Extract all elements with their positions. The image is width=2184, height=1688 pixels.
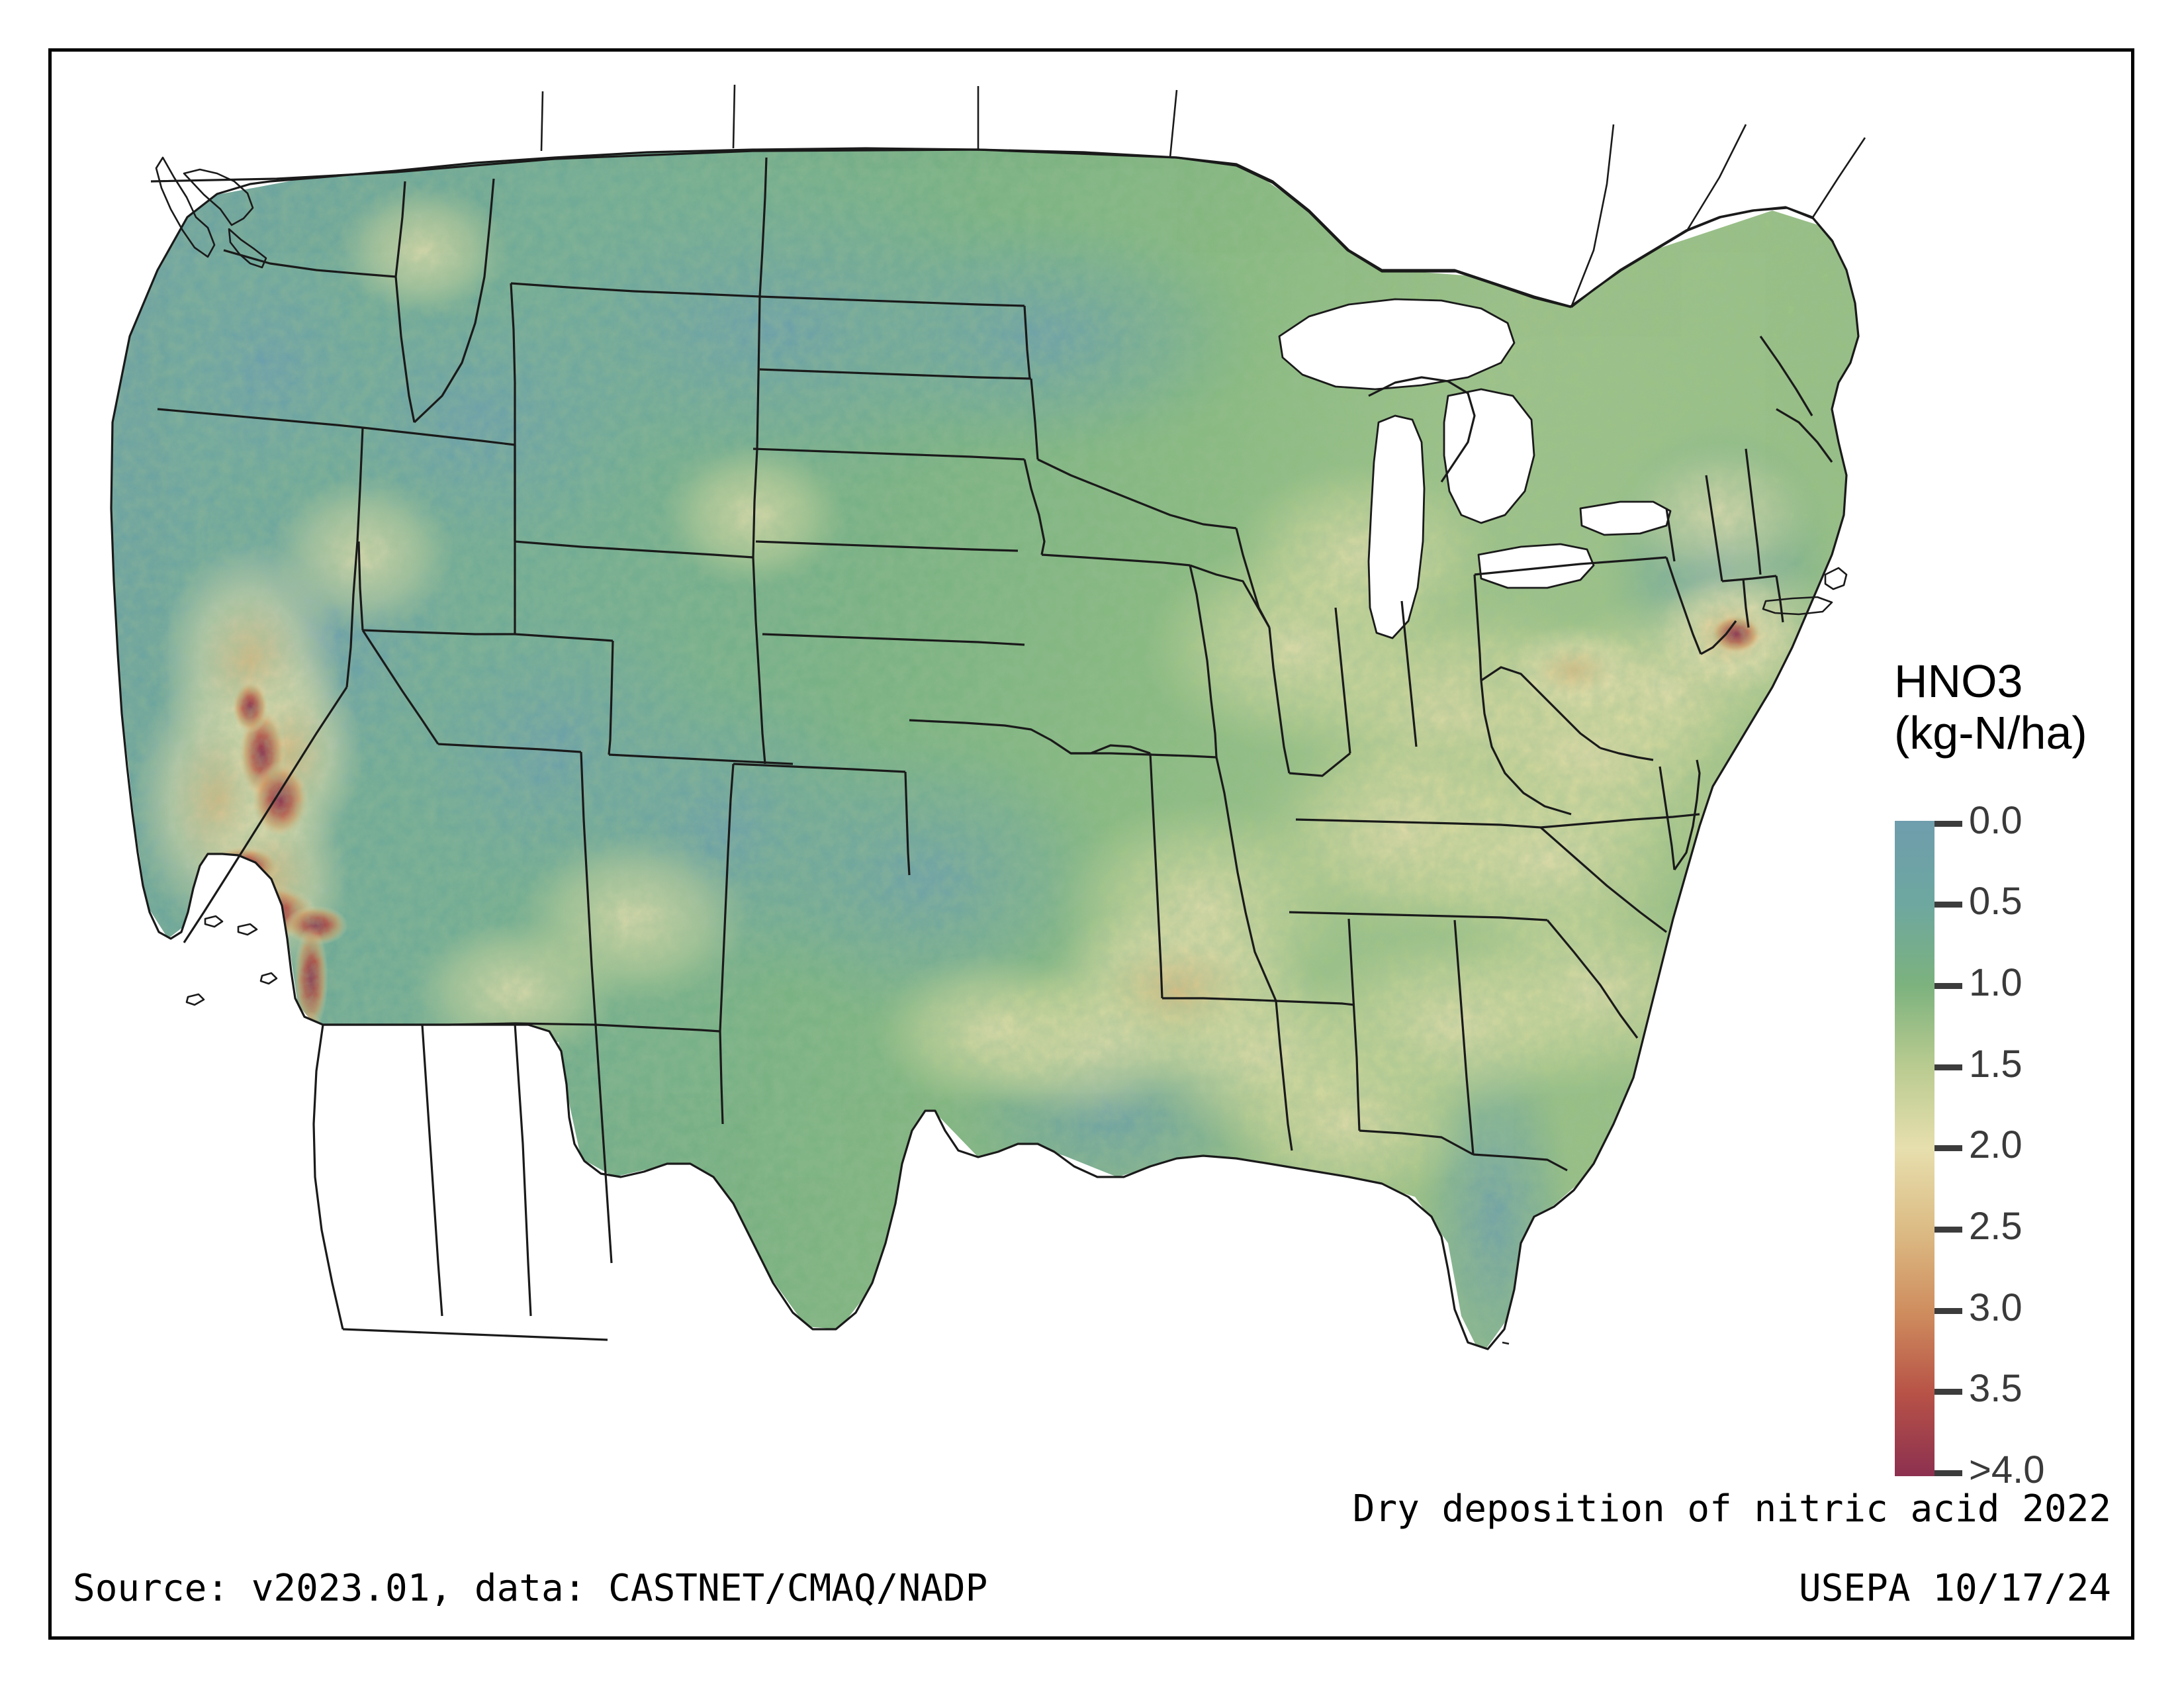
colorbar-tick-7	[1934, 1389, 1962, 1395]
colorbar[interactable]	[1895, 821, 1962, 1476]
credit-note: USEPA 10/17/24	[1798, 1567, 2111, 1610]
colorbar-tick-2	[1934, 983, 1962, 989]
legend-title-units: (kg-N/ha)	[1894, 707, 2087, 759]
legend-title: HNO3 (kg-N/ha)	[1894, 655, 2087, 759]
map-raster-layer	[111, 148, 1858, 1349]
deposition-map	[110, 84, 1866, 1350]
colorbar-label-1: 0.5	[1969, 880, 2023, 923]
colorbar-label-3: 1.5	[1969, 1043, 2023, 1086]
state-boundaries	[110, 84, 1866, 1350]
colorbar-gradient	[1895, 821, 1934, 1476]
source-note: Source: v2023.01, data: CASTNET/CMAQ/NAD…	[73, 1567, 988, 1610]
colorbar-label-5: 2.5	[1969, 1205, 2023, 1248]
colorbar-tick-6	[1934, 1308, 1962, 1314]
colorbar-label-8: >4.0	[1969, 1448, 2045, 1491]
legend-title-species: HNO3	[1894, 655, 2023, 707]
colorbar-tick-1	[1934, 902, 1962, 908]
colorbar-label-6: 3.0	[1969, 1286, 2023, 1329]
map-panel	[52, 52, 1898, 1435]
colorbar-label-0: 0.0	[1969, 799, 2023, 842]
colorbar-label-4: 2.0	[1969, 1123, 2023, 1166]
colorbar-tick-3	[1934, 1064, 1962, 1070]
colorbar-tick-4	[1934, 1145, 1962, 1151]
colorbar-tick-0	[1934, 821, 1962, 827]
map-caption: Dry deposition of nitric acid 2022	[1352, 1487, 2111, 1530]
raster-noise-pale	[111, 148, 1858, 1349]
colorbar-label-7: 3.5	[1969, 1367, 2023, 1410]
colorbar-tick-8	[1934, 1470, 1962, 1476]
colorbar-tick-5	[1934, 1227, 1962, 1233]
colorbar-label-2: 1.0	[1969, 961, 2023, 1004]
